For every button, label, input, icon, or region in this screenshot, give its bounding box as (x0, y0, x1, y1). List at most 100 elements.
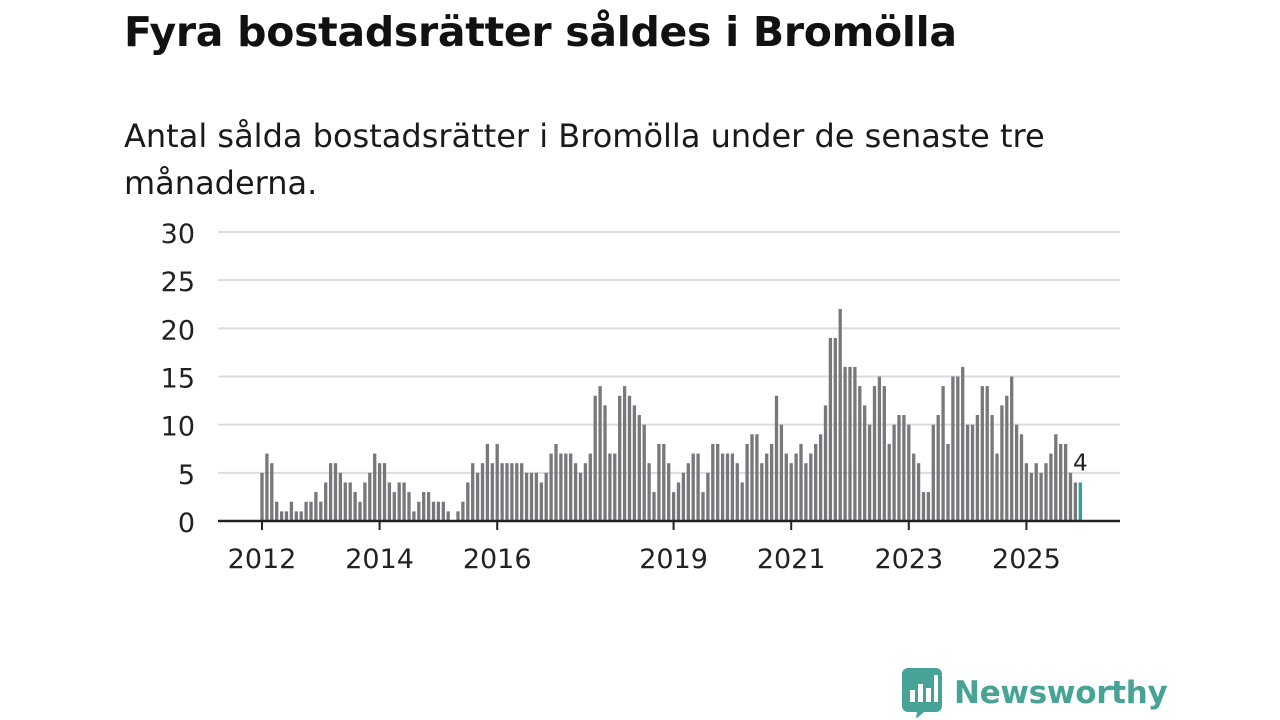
bar (627, 395, 632, 521)
bar (1029, 472, 1033, 521)
bar (730, 453, 735, 521)
bar (456, 511, 460, 521)
bar (882, 386, 886, 521)
bar (510, 463, 514, 521)
bar (897, 415, 901, 521)
bar (975, 415, 980, 521)
bar (289, 501, 294, 521)
bar (392, 492, 396, 521)
bar (461, 501, 465, 521)
bar (358, 501, 362, 521)
bar (902, 415, 906, 521)
bar (681, 472, 686, 521)
bar (270, 463, 274, 521)
bar (569, 453, 573, 521)
bar (637, 415, 641, 521)
bar (363, 482, 367, 521)
bar (632, 405, 637, 521)
bar (872, 386, 877, 521)
bar (745, 443, 749, 521)
bar (299, 511, 303, 521)
bar (701, 492, 705, 521)
bar (368, 472, 372, 521)
bar (490, 463, 494, 521)
bar (936, 415, 940, 521)
bar (1068, 472, 1073, 521)
bar (765, 453, 769, 521)
bar (1019, 434, 1024, 521)
bar (397, 482, 401, 521)
bar (480, 463, 485, 521)
bar (314, 492, 318, 521)
bar (990, 415, 994, 521)
bar (333, 463, 338, 521)
bar (843, 366, 847, 521)
bar (1005, 395, 1009, 521)
bar (686, 463, 690, 521)
bar (608, 453, 612, 521)
bar (436, 501, 441, 521)
bar (951, 376, 955, 521)
bar (1063, 443, 1068, 521)
bar (377, 463, 382, 521)
bar (1059, 443, 1063, 521)
bar (343, 482, 347, 521)
bar (657, 443, 661, 521)
x-tick-label: 2023 (874, 544, 943, 575)
bar (466, 482, 470, 521)
bar (926, 492, 931, 521)
y-tick-label: 20 (161, 315, 195, 346)
bar (956, 376, 960, 521)
bar (402, 482, 406, 521)
bar (642, 424, 646, 521)
bar (485, 443, 490, 521)
bar (706, 472, 710, 521)
bar (652, 492, 656, 521)
bar (784, 453, 788, 521)
bar (1049, 453, 1053, 521)
bar (995, 453, 999, 521)
bar (578, 472, 583, 521)
bar (941, 386, 945, 521)
bar (774, 395, 779, 521)
bar (691, 453, 695, 521)
bar (985, 386, 989, 521)
bar (588, 453, 592, 521)
bar (823, 405, 828, 521)
bar (529, 472, 534, 521)
bar (583, 463, 588, 521)
bar (809, 453, 813, 521)
newsworthy-logo: Newsworthy (902, 668, 1168, 718)
bar (304, 501, 308, 521)
bar (1010, 376, 1014, 521)
bar (848, 366, 852, 521)
bar (353, 492, 357, 521)
bar (279, 511, 284, 521)
bar (711, 443, 715, 521)
bar (338, 472, 343, 521)
bar (755, 434, 759, 521)
bar (534, 472, 539, 521)
bar (441, 501, 445, 521)
bar (294, 511, 298, 521)
bar (667, 463, 671, 521)
x-tick-label: 2019 (639, 544, 708, 575)
bar (275, 501, 279, 521)
bar (412, 511, 416, 521)
bar (1000, 405, 1004, 521)
bar (348, 482, 352, 521)
bar (471, 463, 475, 521)
bar (961, 366, 965, 521)
bar (539, 482, 543, 521)
y-tick-label: 15 (161, 364, 195, 395)
bar (735, 463, 739, 521)
y-tick-label: 10 (161, 412, 195, 443)
bar (853, 366, 857, 521)
y-tick-label: 5 (178, 460, 195, 491)
bar (544, 472, 548, 521)
bar (265, 453, 269, 521)
bar (1073, 482, 1078, 521)
bar (260, 472, 264, 521)
bar (549, 453, 553, 521)
bar (676, 482, 681, 521)
